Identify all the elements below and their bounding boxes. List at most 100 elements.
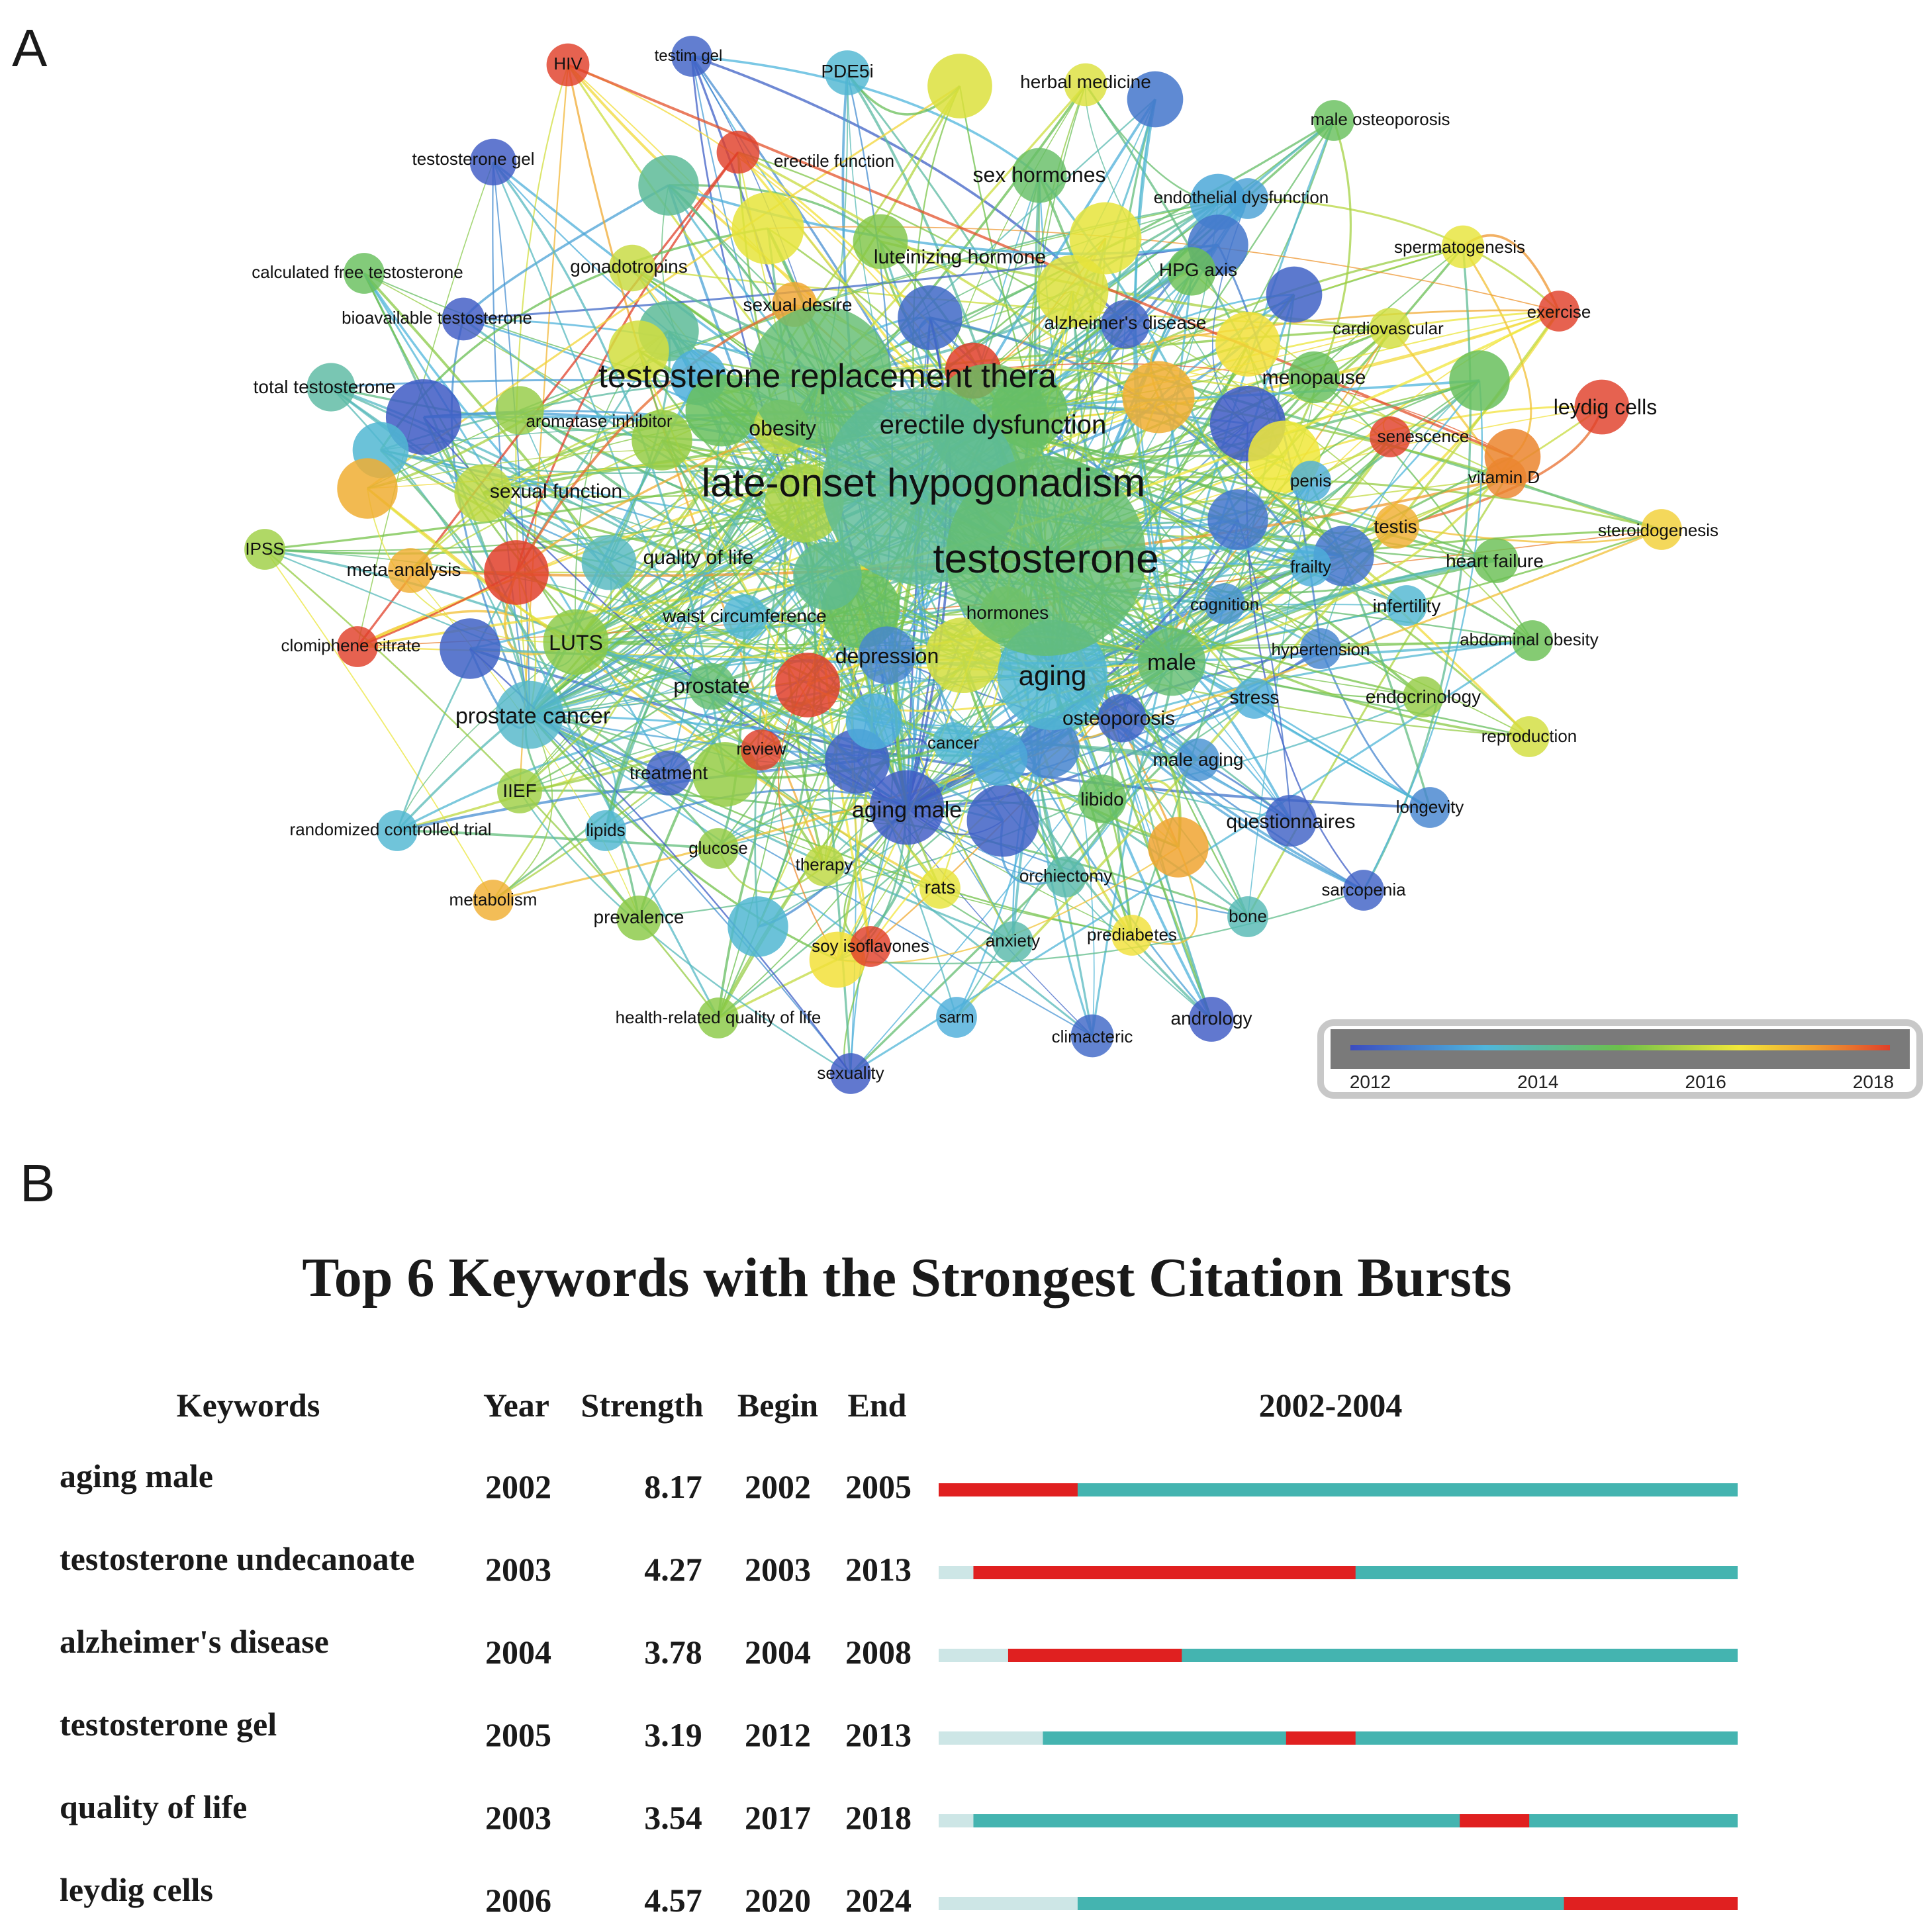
node-label-depression: depression — [835, 644, 939, 668]
node-infertility — [1386, 585, 1427, 626]
network-edge — [1362, 380, 1483, 891]
network-node — [484, 540, 549, 605]
node-label-climacteric: climacteric — [1052, 1027, 1133, 1046]
node-bioavailable-testosterone — [442, 297, 485, 341]
node-label-rats: rats — [925, 877, 956, 897]
node-testis — [1374, 504, 1419, 549]
node-sexual-function — [454, 464, 512, 522]
node-leydig-cells — [1574, 379, 1630, 435]
node-gonadotropins — [608, 244, 656, 292]
burst-year: 2003 — [485, 1551, 551, 1588]
burst-inactive-segment — [939, 1897, 1078, 1910]
network-node — [440, 618, 500, 679]
burst-row: testosterone gel 2005 3.19 2012 2013 — [60, 1706, 1738, 1753]
node-label-calculated-free-testosterone: calculated free testosterone — [252, 262, 463, 282]
network-node — [1449, 350, 1510, 411]
network-node — [1036, 255, 1109, 328]
node-label-erectile-function: erectile function — [774, 151, 894, 171]
burst-table-header: Keywords Year Strength Begin End 2002-2004 — [177, 1387, 1403, 1424]
node-label-bone: bone — [1229, 906, 1267, 926]
node-hiv — [546, 43, 590, 87]
burst-red-segment — [1008, 1649, 1182, 1662]
node-exercise — [1538, 291, 1579, 332]
column-header-keywords: Keywords — [177, 1387, 320, 1424]
node-male-osteoporosis — [1313, 100, 1354, 141]
node-label-luteinizing-hormone: luteinizing hormone — [874, 246, 1046, 268]
node-male — [1137, 627, 1206, 696]
panel-letter-a: A — [12, 19, 48, 77]
colorbar-tick-2018: 2018 — [1853, 1072, 1894, 1092]
node-label-osteoporosis: osteoporosis — [1062, 708, 1175, 729]
node-bone — [1227, 896, 1268, 937]
node-metabolism — [473, 880, 514, 921]
network-edge — [1171, 456, 1514, 663]
node-label-testosterone-replacement-thera: testosterone replacement thera — [598, 357, 1056, 394]
colorbar-tick-2012: 2012 — [1350, 1072, 1391, 1092]
network-node — [685, 374, 758, 447]
node-label-randomized-controlled-trial: randomized controlled trial — [290, 819, 492, 839]
node-heart-failure — [1474, 538, 1519, 583]
node-luts — [543, 609, 609, 675]
network-node — [927, 54, 992, 118]
node-pde5i — [825, 50, 870, 95]
node-label-erectile-dysfunction: erectile dysfunction — [880, 410, 1106, 439]
node-ipss — [244, 529, 285, 570]
burst-active-segment — [1043, 1731, 1738, 1745]
network-edge — [754, 377, 822, 927]
burst-keyword: testosterone gel — [60, 1706, 277, 1743]
network-edge — [515, 303, 795, 573]
network-node — [1207, 489, 1268, 550]
burst-end: 2024 — [845, 1882, 912, 1919]
node-spermatogenesis — [1441, 225, 1485, 269]
network-edge — [972, 363, 1513, 457]
node-label-quality-of-life: quality of life — [643, 547, 754, 569]
burst-year: 2003 — [485, 1799, 551, 1836]
node-label-iief: IIEF — [502, 780, 536, 801]
network-edge — [989, 246, 1464, 425]
node-label-testosterone-gel: testosterone gel — [412, 149, 534, 169]
network-edge — [1313, 377, 1534, 641]
node-label-andrology: andrology — [1171, 1008, 1252, 1029]
burst-red-segment — [1564, 1897, 1738, 1910]
network-edge — [850, 639, 1533, 1075]
node-libido — [1078, 774, 1127, 823]
node-total-testosterone — [306, 363, 355, 412]
network-nodes — [244, 36, 1682, 1094]
node-label-infertility: infertility — [1373, 596, 1441, 616]
network-edge — [906, 806, 1248, 918]
node-label-ipss: IPSS — [245, 539, 284, 559]
node-prediabetes — [1111, 915, 1152, 956]
burst-keyword: testosterone undecanoate — [60, 1540, 415, 1577]
burst-strength: 4.57 — [644, 1882, 702, 1919]
burst-keyword: aging male — [60, 1457, 213, 1495]
network-node — [1266, 266, 1323, 323]
burst-strength: 3.54 — [644, 1799, 702, 1836]
column-header-begin: Begin — [737, 1387, 818, 1424]
burst-begin: 2002 — [745, 1468, 811, 1505]
colorbar-tick-2016: 2016 — [1685, 1072, 1726, 1092]
node-label-menopause: menopause — [1262, 367, 1366, 389]
node-label-cancer: cancer — [927, 733, 979, 753]
network-node — [337, 458, 398, 519]
node-endothelial-dysfunction — [1227, 178, 1268, 219]
burst-active-segment — [939, 1483, 1738, 1496]
node-label-frailty: frailty — [1290, 557, 1331, 576]
node-label-sarcopenia: sarcopenia — [1321, 880, 1406, 899]
node-label-glucose: glucose — [688, 838, 748, 858]
node-label-exercise: exercise — [1527, 302, 1591, 322]
node-health-related-quality-of-life — [698, 997, 739, 1038]
network-edge — [264, 549, 1000, 759]
burst-keyword: leydig cells — [60, 1871, 213, 1908]
node-label-treatment: treatment — [630, 762, 708, 783]
node-label-metabolism: metabolism — [449, 890, 538, 909]
network-node — [1127, 71, 1184, 128]
network-edge — [691, 55, 1041, 177]
node-label-steroidogenesis: steroidogenesis — [1598, 520, 1718, 540]
burst-strength: 4.27 — [644, 1551, 702, 1588]
burst-inactive-segment — [939, 1814, 974, 1827]
burst-begin: 2017 — [745, 1799, 811, 1836]
citation-burst-table: B Top 6 Keywords with the Strongest Cita… — [20, 1154, 1738, 1919]
network-edge — [575, 641, 1004, 822]
node-randomized-controlled-trial — [377, 810, 418, 851]
